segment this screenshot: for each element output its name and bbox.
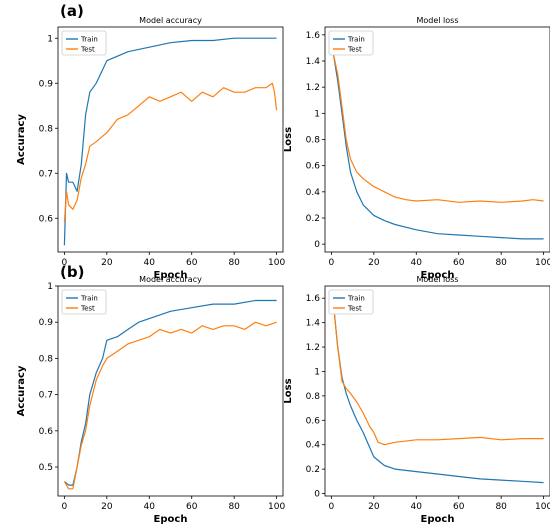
x-axis-label: Epoch <box>154 514 188 525</box>
chart-4: Model loss 0 20 40 60 80 100 0 0.2 0.4 0.6 0.8 1 1.2 1… <box>283 275 550 525</box>
x-tick-label: 60 <box>186 502 198 512</box>
series-line-test <box>332 54 544 203</box>
y-tick-label: 0.8 <box>39 124 54 134</box>
x-tick-label: 100 <box>268 258 285 268</box>
y-tick-label: 0.7 <box>39 391 53 401</box>
legend-label: Test <box>347 305 362 313</box>
x-tick-label: 20 <box>368 258 380 268</box>
y-tick-label: 1.6 <box>306 294 321 304</box>
x-axis-label: Epoch <box>154 270 188 281</box>
x-tick-label: 100 <box>535 258 550 268</box>
series-line-test <box>332 304 544 446</box>
x-tick-label: 0 <box>329 258 335 268</box>
y-tick-label: 0.6 <box>39 214 54 224</box>
series-line-train <box>332 304 544 484</box>
series-line-test <box>63 321 277 490</box>
legend-label: Train <box>80 36 98 44</box>
y-tick-label: 1 <box>314 109 320 119</box>
y-tick-label: 0.9 <box>39 318 54 328</box>
panel-label-a: (a) <box>60 2 84 20</box>
y-tick-label: 1.2 <box>306 343 320 353</box>
y-tick-label: 0.9 <box>39 79 54 89</box>
y-axis-label: Accuracy <box>16 114 27 165</box>
chart-title: Model loss <box>416 275 458 284</box>
y-axis-label: Loss <box>283 127 294 152</box>
x-tick-label: 0 <box>62 258 68 268</box>
y-tick-label: 1.2 <box>306 83 320 93</box>
axes-frame <box>324 285 550 497</box>
x-tick-label: 60 <box>186 258 198 268</box>
x-tick-label: 0 <box>62 502 68 512</box>
legend-label: Test <box>80 46 95 54</box>
x-tick-label: 40 <box>144 258 156 268</box>
axes-frame <box>57 285 284 497</box>
series-line-test <box>63 82 278 223</box>
x-tick-label: 100 <box>535 502 550 512</box>
y-axis-label: Accuracy <box>16 365 27 416</box>
legend-label: Train <box>80 295 98 303</box>
y-tick-label: 0.8 <box>306 392 321 402</box>
legend-label: Train <box>347 295 365 303</box>
y-tick-label: 1.4 <box>306 57 321 67</box>
y-tick-label: 0 <box>314 240 320 250</box>
y-tick-label: 1.6 <box>306 31 321 41</box>
chart-title: Model accuracy <box>139 16 202 25</box>
axes-frame <box>57 26 284 253</box>
x-tick-label: 80 <box>495 502 507 512</box>
x-tick-label: 100 <box>268 502 285 512</box>
y-tick-label: 0 <box>314 490 320 500</box>
series-line-train <box>63 37 277 246</box>
y-tick-label: 1 <box>47 282 53 292</box>
y-tick-label: 0.7 <box>39 169 53 179</box>
legend-label: Test <box>347 46 362 54</box>
x-axis-label: Epoch <box>421 514 455 525</box>
x-tick-label: 80 <box>495 258 507 268</box>
chart-1: Model accuracy 0 20 40 60 80 100 0.6 0.7 0.8 0.9 1 E… <box>16 16 285 281</box>
x-tick-label: 0 <box>329 502 335 512</box>
chart-title: Model loss <box>416 16 458 25</box>
x-axis-label: Epoch <box>421 270 455 281</box>
y-tick-label: 0.8 <box>39 354 54 364</box>
series-line-train <box>64 299 277 486</box>
y-tick-label: 0.2 <box>306 214 320 224</box>
x-tick-label: 20 <box>368 502 380 512</box>
y-tick-label: 0.6 <box>39 427 54 437</box>
panel-label-b: (b) <box>60 263 84 281</box>
x-tick-label: 40 <box>144 502 156 512</box>
series-line-train <box>332 54 544 240</box>
y-tick-label: 0.4 <box>306 441 321 451</box>
x-tick-label: 20 <box>101 258 113 268</box>
x-tick-label: 60 <box>453 258 465 268</box>
x-tick-label: 40 <box>411 258 423 268</box>
y-tick-label: 1 <box>314 367 320 377</box>
y-tick-label: 0.2 <box>306 465 320 475</box>
legend-label: Train <box>347 36 365 44</box>
y-axis-label: Loss <box>283 378 294 403</box>
legend-label: Test <box>80 305 95 313</box>
x-tick-label: 40 <box>411 502 423 512</box>
y-tick-label: 0.4 <box>306 188 321 198</box>
chart-2: Model loss 0 20 40 60 80 100 0 0.2 0.4 0.6 0.8 1 1.2 1… <box>283 16 550 281</box>
y-tick-label: 0.6 <box>306 416 321 426</box>
chart-title: Model accuracy <box>139 275 202 284</box>
x-tick-label: 80 <box>228 502 240 512</box>
x-tick-label: 60 <box>453 502 465 512</box>
y-tick-label: 0.6 <box>306 162 321 172</box>
x-tick-label: 20 <box>101 502 113 512</box>
y-tick-label: 0.5 <box>39 463 53 473</box>
y-tick-label: 1.4 <box>306 319 321 329</box>
y-tick-label: 0.8 <box>306 136 321 146</box>
axes-frame <box>324 26 550 253</box>
chart-3: Model accuracy 0 20 40 60 80 100 0.5 0.6 0.7 0.8 0.… <box>16 275 285 525</box>
x-tick-label: 80 <box>228 258 240 268</box>
y-tick-label: 1 <box>47 34 53 44</box>
